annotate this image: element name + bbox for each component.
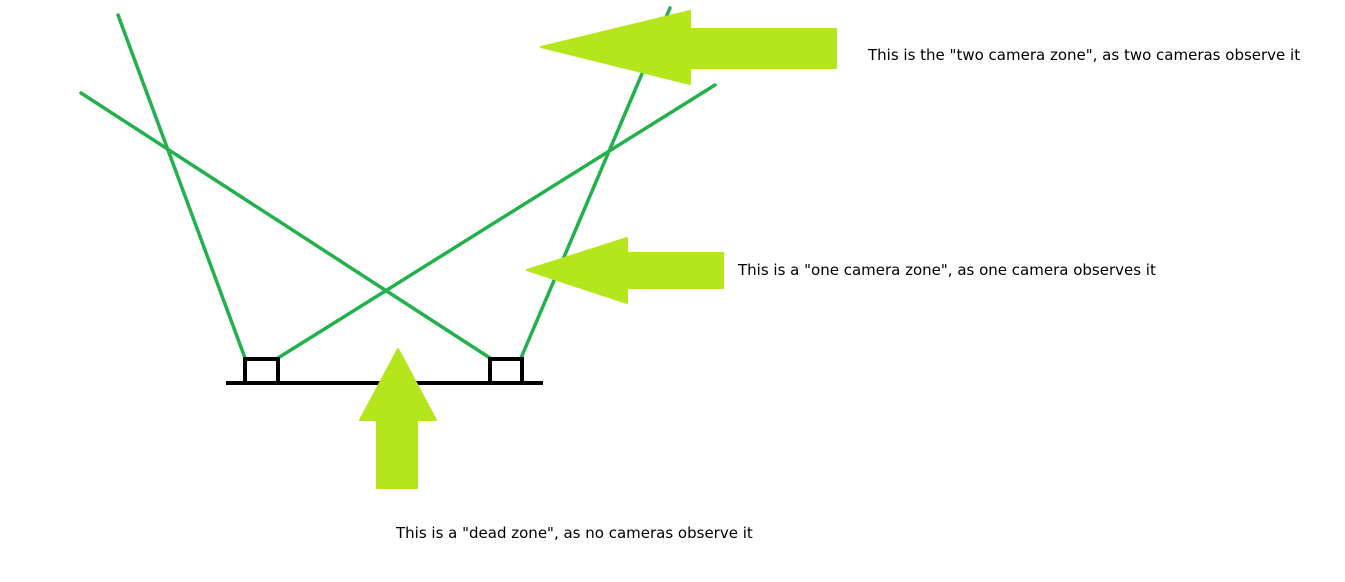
- one-camera-zone-arrow: [526, 237, 724, 304]
- one-camera-zone-caption: This is a "one camera zone", as one came…: [738, 261, 1156, 279]
- left-camera-right-edge-line: [276, 83, 717, 360]
- two-camera-zone-caption: This is the "two camera zone", as two ca…: [868, 46, 1301, 64]
- left-camera: [243, 357, 280, 385]
- dead-zone-caption: This is a "dead zone", as no cameras obs…: [396, 524, 753, 542]
- right-camera: [488, 357, 524, 385]
- right-camera-left-edge-line: [79, 91, 492, 360]
- dead-zone-arrow: [359, 348, 437, 489]
- two-camera-zone-arrow: [540, 10, 837, 85]
- left-camera-left-edge-line: [116, 13, 247, 360]
